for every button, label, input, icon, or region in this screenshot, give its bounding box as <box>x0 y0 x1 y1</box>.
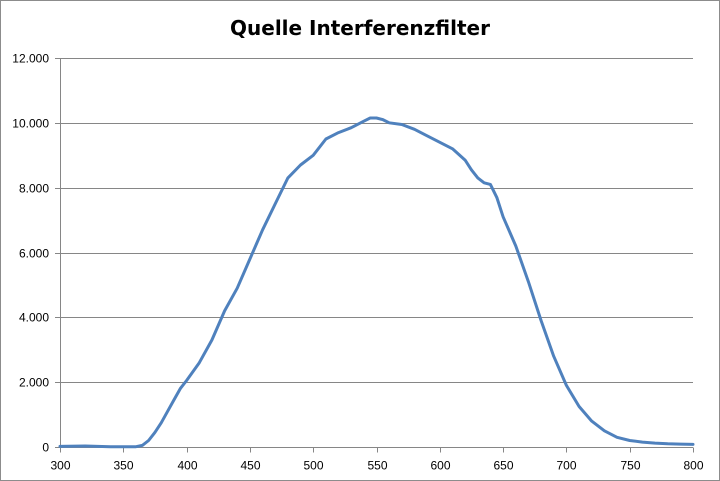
y-axis-tick-labels: 0 2.000 4.000 6.000 8.000 10.000 12.000 <box>12 52 49 455</box>
x-axis-tick-labels: 300 350 400 450 500 550 600 650 700 750 800 <box>50 459 703 473</box>
series-layer <box>58 116 695 449</box>
x-tick-label: 800 <box>683 459 703 473</box>
x-tick-label: 500 <box>303 459 323 473</box>
x-tick-label: 450 <box>240 459 260 473</box>
chart-title: Quelle Interferenzfilter <box>230 16 490 40</box>
y-tick-label: 2.000 <box>19 376 49 390</box>
y-tick-label: 10.000 <box>12 117 49 131</box>
y-tick-label: 4.000 <box>19 311 49 325</box>
x-tick-label: 650 <box>493 459 513 473</box>
y-tick-label: 8.000 <box>19 182 49 196</box>
x-tick-label: 400 <box>177 459 197 473</box>
x-tick-label: 750 <box>620 459 640 473</box>
y-tick-label: 12.000 <box>12 52 49 66</box>
x-tick-label: 350 <box>113 459 133 473</box>
x-tick-label: 600 <box>430 459 450 473</box>
y-tick-label: 6.000 <box>19 247 49 261</box>
x-tick-label: 300 <box>50 459 70 473</box>
x-tick-label: 550 <box>367 459 387 473</box>
grid-lines <box>60 58 693 383</box>
axes <box>55 58 694 453</box>
series-line-1 <box>58 116 695 449</box>
y-tick-label: 0 <box>42 441 49 455</box>
x-tick-label: 700 <box>556 459 576 473</box>
